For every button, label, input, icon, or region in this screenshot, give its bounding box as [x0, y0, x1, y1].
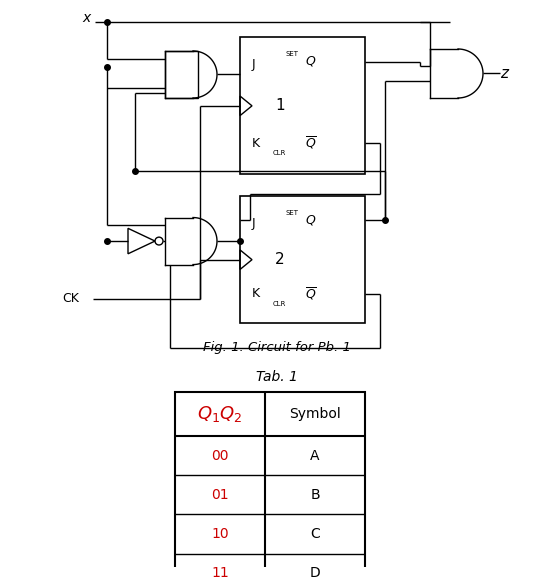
Text: 01: 01: [211, 488, 229, 502]
Text: $\mathit{Q_1Q_2}$: $\mathit{Q_1Q_2}$: [197, 404, 243, 424]
Text: J: J: [252, 217, 255, 230]
Text: $z$: $z$: [500, 66, 510, 81]
Text: C: C: [310, 527, 320, 541]
Text: CLR: CLR: [273, 301, 286, 307]
Text: 1: 1: [275, 98, 285, 113]
Bar: [240, 196, 365, 324]
Text: SET: SET: [285, 51, 298, 57]
Text: A: A: [310, 449, 320, 463]
Text: $Q$: $Q$: [305, 54, 316, 68]
Text: J: J: [252, 58, 255, 71]
Text: 2: 2: [275, 252, 285, 267]
Text: CLR: CLR: [273, 150, 286, 156]
Text: 11: 11: [211, 566, 229, 579]
Text: Symbol: Symbol: [289, 407, 341, 421]
Text: D: D: [310, 566, 320, 579]
Text: K: K: [252, 288, 260, 301]
Text: $\overline{Q}$: $\overline{Q}$: [305, 135, 317, 151]
Text: $x$: $x$: [82, 10, 93, 25]
Text: Fig. 1. Circuit for Pb. 1: Fig. 1. Circuit for Pb. 1: [203, 342, 351, 354]
Text: CK: CK: [62, 292, 79, 305]
Text: K: K: [252, 137, 260, 149]
Bar: [165, 51, 198, 98]
Text: SET: SET: [285, 210, 298, 215]
Text: 00: 00: [211, 449, 229, 463]
Bar: [240, 37, 365, 174]
Text: B: B: [310, 488, 320, 502]
Text: 10: 10: [211, 527, 229, 541]
Text: Tab. 1: Tab. 1: [256, 371, 298, 384]
Text: $Q$: $Q$: [305, 212, 316, 226]
Bar: [175, 392, 365, 579]
Text: $\overline{Q}$: $\overline{Q}$: [305, 286, 317, 302]
